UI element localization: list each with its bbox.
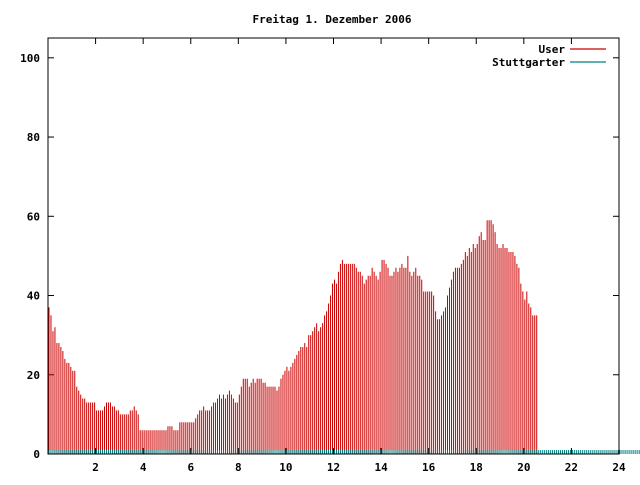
chart-title: Freitag 1. Dezember 2006 <box>253 13 412 26</box>
x-tick-label: 16 <box>422 461 436 474</box>
x-tick-label: 2 <box>92 461 99 474</box>
x-tick-label: 12 <box>327 461 340 474</box>
x-tick-label: 10 <box>279 461 292 474</box>
legend: User Stuttgarter <box>492 43 606 69</box>
series-user-bars <box>48 220 538 454</box>
y-tick-label: 60 <box>27 210 40 223</box>
legend-label-user: User <box>539 43 566 56</box>
y-tick-label: 100 <box>20 52 40 65</box>
x-tick-label: 22 <box>565 461 578 474</box>
y-tick-label: 80 <box>27 131 40 144</box>
x-tick-label: 14 <box>374 461 388 474</box>
x-tick-label: 8 <box>235 461 242 474</box>
y-tick-label: 20 <box>27 369 40 382</box>
series-stuttgarter-bars <box>48 450 640 454</box>
x-tick-label: 4 <box>140 461 147 474</box>
x-tick-label: 24 <box>612 461 626 474</box>
x-tick-label: 20 <box>517 461 530 474</box>
legend-label-stuttgarter: Stuttgarter <box>492 56 565 69</box>
x-tick-label: 6 <box>187 461 194 474</box>
x-tick-label: 18 <box>470 461 483 474</box>
y-tick-label: 0 <box>33 448 40 461</box>
y-tick-label: 40 <box>27 290 40 303</box>
plot-frame <box>47 37 620 455</box>
